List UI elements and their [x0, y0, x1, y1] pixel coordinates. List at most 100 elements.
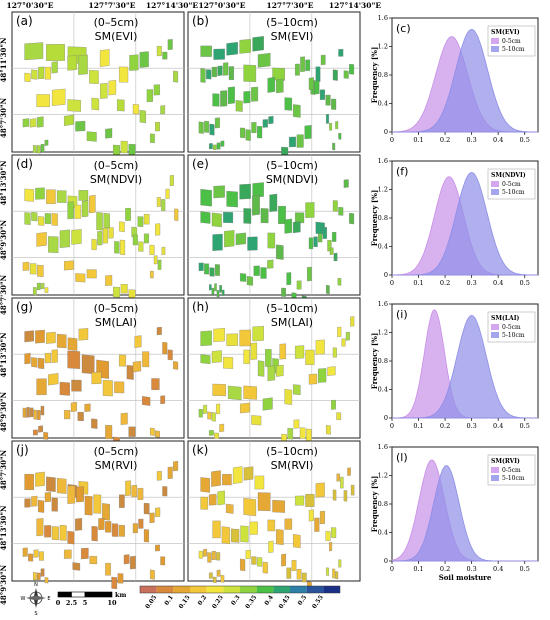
- field-parcel: [207, 411, 212, 420]
- field-parcel: [315, 66, 321, 82]
- legend-entry: 5-10cm: [502, 475, 525, 482]
- field-parcel: [44, 66, 51, 80]
- field-parcel: [231, 528, 240, 543]
- field-parcel: [89, 70, 99, 84]
- field-parcel: [209, 267, 215, 277]
- legend-entry: 5-10cm: [502, 189, 525, 196]
- y-axis-label: Frequency [%]: [370, 333, 379, 390]
- field-parcel: [46, 331, 56, 344]
- field-parcel: [125, 208, 131, 221]
- field-parcel: [119, 239, 126, 255]
- field-parcel: [44, 525, 52, 538]
- field-parcel: [149, 244, 155, 256]
- field-parcel: [102, 227, 108, 244]
- field-parcel: [93, 494, 102, 514]
- panel-model: SM(EVI): [271, 30, 314, 43]
- field-parcel: [156, 46, 162, 57]
- field-parcel: [160, 556, 166, 566]
- panel-letter: (k): [192, 443, 208, 457]
- field-parcel: [284, 97, 293, 111]
- field-parcel: [162, 51, 168, 60]
- field-parcel: [308, 77, 314, 90]
- field-parcel: [108, 80, 117, 96]
- field-parcel: [78, 328, 89, 341]
- field-parcel: [113, 286, 120, 298]
- field-parcel: [216, 552, 221, 561]
- y-tick-label: 0.4: [378, 386, 388, 394]
- field-parcel: [212, 233, 223, 251]
- field-parcel: [254, 475, 265, 490]
- field-parcel: [332, 232, 337, 242]
- field-parcel: [295, 63, 300, 76]
- field-parcel: [332, 69, 338, 81]
- field-parcel: [35, 471, 45, 487]
- field-parcel: [222, 474, 232, 486]
- y-tick-label: 1.6: [378, 14, 388, 22]
- field-parcel: [24, 42, 44, 61]
- field-parcel: [216, 290, 220, 298]
- field-parcel: [224, 230, 235, 248]
- map-panel: (g) (0–5cm)SM(LAI): [11, 297, 185, 447]
- field-parcel: [74, 204, 82, 219]
- field-parcel: [160, 395, 166, 405]
- field-parcel: [44, 492, 51, 503]
- x-tick-label: 0: [390, 136, 394, 144]
- field-parcel: [38, 499, 45, 513]
- field-parcel: [220, 140, 225, 147]
- field-parcel: [223, 62, 229, 76]
- x-tick-label: 0.2: [440, 565, 450, 573]
- field-parcel: [313, 236, 318, 247]
- colorbar-swatch: [173, 586, 190, 593]
- field-parcel: [22, 118, 30, 128]
- series-area: [392, 465, 538, 562]
- legend-swatch: [491, 46, 499, 52]
- field-parcel: [162, 486, 168, 497]
- field-parcel: [51, 349, 58, 363]
- field-parcel: [243, 466, 254, 481]
- field-parcel: [36, 378, 47, 396]
- field-parcel: [51, 213, 58, 226]
- field-parcel: [198, 550, 203, 559]
- field-parcel: [221, 289, 225, 297]
- colorbar-label: 0.4: [263, 594, 275, 607]
- field-parcel: [114, 381, 125, 394]
- field-parcel: [173, 461, 179, 472]
- x-tick-label: 0.2: [440, 279, 450, 287]
- field-parcel: [322, 227, 327, 239]
- field-parcel: [227, 385, 242, 401]
- field-parcel: [276, 364, 284, 377]
- field-parcel: [105, 425, 113, 440]
- field-parcel: [251, 122, 257, 133]
- field-parcel: [120, 140, 128, 154]
- x-tick-label: 0.3: [466, 136, 476, 144]
- field-parcel: [332, 489, 337, 501]
- x-tick-label: 0.5: [520, 136, 530, 144]
- field-parcel: [318, 368, 327, 383]
- y-tick-label: 0.4: [378, 100, 388, 108]
- field-parcel: [29, 407, 34, 418]
- legend-entry: 0-5cm: [502, 38, 521, 45]
- colorbar-label: 0.35: [244, 594, 258, 610]
- field-parcel: [318, 233, 323, 243]
- field-parcel: [120, 412, 128, 425]
- field-parcel: [214, 117, 220, 129]
- legend-swatch: [491, 475, 499, 481]
- x-tick-label: 0.1: [413, 279, 423, 287]
- field-parcel: [59, 525, 67, 541]
- field-parcel: [84, 495, 93, 516]
- scale-segment: [84, 591, 113, 598]
- field-parcel: [143, 529, 149, 543]
- field-parcel: [150, 569, 155, 580]
- field-parcel: [240, 525, 249, 543]
- field-parcel: [243, 385, 257, 400]
- colorbar-label: 0.05: [144, 594, 158, 610]
- field-parcel: [279, 343, 286, 360]
- field-parcel: [117, 99, 125, 112]
- field-parcel: [123, 554, 130, 565]
- field-parcel: [204, 263, 210, 275]
- series-area: [392, 314, 538, 419]
- field-parcel: [114, 241, 120, 254]
- field-parcel: [138, 241, 144, 252]
- legend-swatch: [491, 332, 499, 338]
- panel-model: SM(RVI): [271, 459, 314, 472]
